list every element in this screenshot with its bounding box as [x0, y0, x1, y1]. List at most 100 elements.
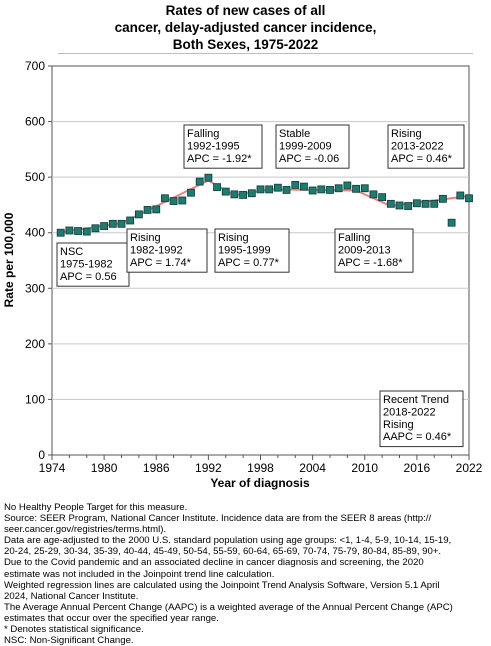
annotation-text: 1975-1982 [60, 258, 113, 270]
footnote-line: Source: SEER Program, National Cancer In… [4, 513, 432, 525]
annotation-frame [126, 228, 208, 273]
chart-title-line-2: cancer, delay-adjusted cancer incidence, [114, 20, 377, 35]
data-point [178, 196, 187, 205]
data-point [187, 188, 195, 197]
annotation-text: 1982-1992 [130, 244, 183, 256]
data-point [91, 224, 100, 233]
data-point [360, 184, 369, 193]
data-point [378, 193, 387, 202]
data-point [161, 194, 169, 203]
data-point [291, 181, 300, 189]
data-point [143, 206, 152, 214]
axes: 0 100 200 300 400 500 600 700 1974 1980 1986 1992 19… [25, 59, 483, 475]
data-point [352, 184, 360, 193]
data-point [126, 216, 135, 225]
annotation-text: 1995-1999 [218, 244, 271, 256]
data-point [421, 199, 430, 208]
data-point [239, 191, 248, 199]
data-point [169, 197, 178, 205]
data-point [412, 199, 421, 208]
x-tick-label: 1980 [91, 461, 118, 475]
footnote-line: The Average Annual Percent Change (AAPC)… [4, 601, 453, 613]
data-point [82, 227, 91, 236]
annotation-text: 2009-2013 [338, 244, 391, 256]
data-point [221, 187, 230, 196]
y-tick-label: 0 [38, 448, 45, 462]
data-point [447, 218, 456, 227]
y-axis-label: Rate per 100,000 [2, 212, 16, 307]
annotation-frame [379, 390, 464, 448]
data-point [465, 194, 473, 203]
x-tick-label: 1998 [247, 461, 274, 475]
data-point [152, 205, 161, 214]
annotation-frame [334, 228, 414, 273]
annotation-text: APC = 1.74* [130, 257, 192, 269]
annotation-text: APC = 0.56 [60, 271, 117, 283]
annotation-text: AAPC = 0.46* [383, 431, 452, 443]
incidence-chart: 0 100 200 300 400 500 600 700 1974 1980 1986 1992 19… [2, 59, 483, 490]
data-point [343, 181, 352, 190]
data-point [256, 185, 265, 194]
annotation-text: Rising [130, 232, 161, 244]
footnote-line: 20-24, 25-29, 30-34, 35-39, 40-44, 45-49… [4, 546, 442, 558]
data-point [308, 186, 317, 195]
annotation-text: 2018-2022 [383, 406, 436, 418]
annotation-text: APC = -0.06 [279, 153, 339, 165]
annotation-frame [387, 124, 465, 169]
footnote-line: Weighted regression lines are calculated… [4, 579, 440, 591]
annotation-text: 1999-2009 [279, 140, 332, 152]
data-point [439, 194, 447, 203]
footnote-line: estimates that occur over the specified … [4, 612, 219, 624]
data-point [456, 191, 465, 200]
data-point [265, 185, 274, 194]
footnote-line: No Healthy People Target for this measur… [4, 502, 188, 513]
data-point [395, 201, 404, 210]
chart-title-line-3: Both Sexes, 1975-2022 [172, 37, 319, 52]
annotation-text: APC = -1.92* [187, 153, 252, 165]
footnote-line: Data are age-adjusted to the 2000 U.S. s… [4, 535, 452, 547]
annotation-text: Rising [218, 232, 249, 244]
annotation-text: Falling [187, 128, 219, 140]
data-point [430, 199, 439, 208]
data-points [56, 173, 473, 237]
data-point [404, 202, 413, 210]
annotation-text: 2013-2022 [391, 140, 444, 152]
title-divider [58, 53, 473, 54]
trend-line [390, 195, 470, 208]
y-tick-label: 700 [25, 59, 45, 73]
footnote-line: 2024, National Cancer Institute. [4, 590, 139, 602]
data-point [273, 183, 282, 192]
footnote-line: * Denotes statistical significance. [4, 624, 144, 636]
x-tick-label: 1974 [39, 461, 66, 475]
y-tick-label: 500 [25, 170, 45, 184]
y-tick-label: 200 [25, 337, 45, 351]
data-point [369, 190, 378, 199]
chart-title-line-1: Rates of new cases of all [165, 3, 326, 18]
y-tick-label: 100 [25, 392, 45, 406]
annotation-frame [275, 124, 350, 169]
data-point [317, 185, 326, 194]
data-point [134, 210, 143, 219]
footnote-line: NSC: Non-Significant Change. [4, 635, 134, 646]
data-point [108, 219, 117, 228]
data-point [100, 222, 109, 230]
data-point [204, 173, 213, 182]
annotation-text: Rising [391, 128, 422, 140]
annotation-frame [56, 242, 130, 287]
y-tick-label: 300 [25, 281, 45, 295]
data-point [230, 190, 239, 199]
data-point [247, 189, 256, 198]
annotation-text: NSC [60, 246, 83, 258]
x-tick-label: 2010 [351, 461, 378, 475]
footnote-line: Due to the Covid pandemic and an associa… [4, 557, 424, 569]
data-point [56, 228, 65, 237]
x-tick-label: 2016 [404, 461, 431, 475]
chart-title: Rates of new cases of all cancer, delay-… [0, 2, 491, 53]
footnote-line: estimate was not included in the Joinpoi… [4, 568, 275, 580]
